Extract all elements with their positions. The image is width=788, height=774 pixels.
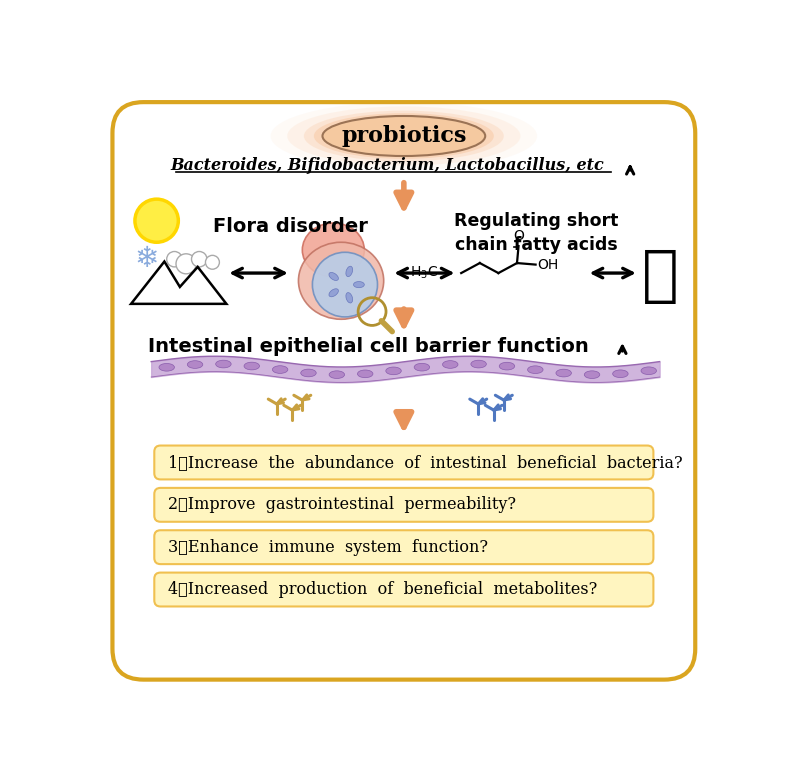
Ellipse shape [244, 362, 259, 370]
Text: 1、Increase  the  abundance  of  intestinal  beneficial  bacteria?: 1、Increase the abundance of intestinal b… [169, 454, 683, 471]
Ellipse shape [471, 360, 486, 368]
Polygon shape [131, 262, 226, 304]
Ellipse shape [641, 367, 656, 375]
FancyBboxPatch shape [154, 530, 653, 564]
Ellipse shape [299, 242, 384, 319]
Ellipse shape [358, 370, 373, 378]
Ellipse shape [304, 111, 504, 162]
Ellipse shape [329, 289, 338, 296]
Ellipse shape [584, 371, 600, 378]
Ellipse shape [301, 369, 316, 377]
Text: probiotics: probiotics [341, 125, 466, 147]
FancyBboxPatch shape [154, 573, 653, 607]
Ellipse shape [612, 370, 628, 378]
Ellipse shape [329, 371, 344, 378]
FancyBboxPatch shape [154, 488, 653, 522]
Ellipse shape [329, 272, 338, 280]
Text: OH: OH [537, 258, 559, 272]
Text: 2、Improve  gastrointestinal  permeability?: 2、Improve gastrointestinal permeability? [169, 496, 516, 513]
Text: Flora disorder: Flora disorder [214, 217, 368, 236]
Ellipse shape [346, 266, 353, 276]
Text: ❄: ❄ [135, 245, 158, 273]
Text: Bacteroides, Bifidobacterium, Lactobacillus, etc: Bacteroides, Bifidobacterium, Lactobacil… [170, 157, 604, 173]
Text: 4、Increased  production  of  beneficial  metabolites?: 4、Increased production of beneficial met… [169, 581, 597, 598]
Ellipse shape [354, 282, 364, 288]
Ellipse shape [414, 363, 429, 371]
Ellipse shape [188, 361, 203, 368]
Ellipse shape [273, 365, 288, 373]
Ellipse shape [386, 367, 401, 375]
Ellipse shape [314, 113, 494, 159]
Text: Regulating short
chain fatty acids: Regulating short chain fatty acids [454, 212, 619, 254]
Text: $\mathdefault{H_3C}$: $\mathdefault{H_3C}$ [410, 265, 438, 281]
Ellipse shape [287, 106, 521, 166]
Text: Intestinal epithelial cell barrier function: Intestinal epithelial cell barrier funct… [148, 337, 589, 356]
Ellipse shape [528, 366, 543, 374]
Ellipse shape [159, 364, 174, 372]
Ellipse shape [346, 293, 353, 303]
Ellipse shape [322, 116, 485, 156]
FancyBboxPatch shape [154, 446, 653, 479]
Text: 🏃: 🏃 [642, 248, 678, 307]
Circle shape [191, 252, 207, 267]
Ellipse shape [556, 369, 571, 377]
Circle shape [135, 199, 178, 242]
Ellipse shape [443, 361, 458, 368]
Text: 3、Enhance  immune  system  function?: 3、Enhance immune system function? [169, 539, 489, 556]
Ellipse shape [216, 360, 231, 368]
Ellipse shape [500, 362, 515, 370]
Circle shape [312, 252, 377, 317]
Ellipse shape [303, 223, 364, 277]
Circle shape [167, 252, 182, 267]
Circle shape [206, 255, 219, 269]
Circle shape [176, 254, 196, 274]
Ellipse shape [270, 102, 537, 170]
Text: O: O [513, 229, 524, 243]
FancyBboxPatch shape [113, 102, 695, 680]
